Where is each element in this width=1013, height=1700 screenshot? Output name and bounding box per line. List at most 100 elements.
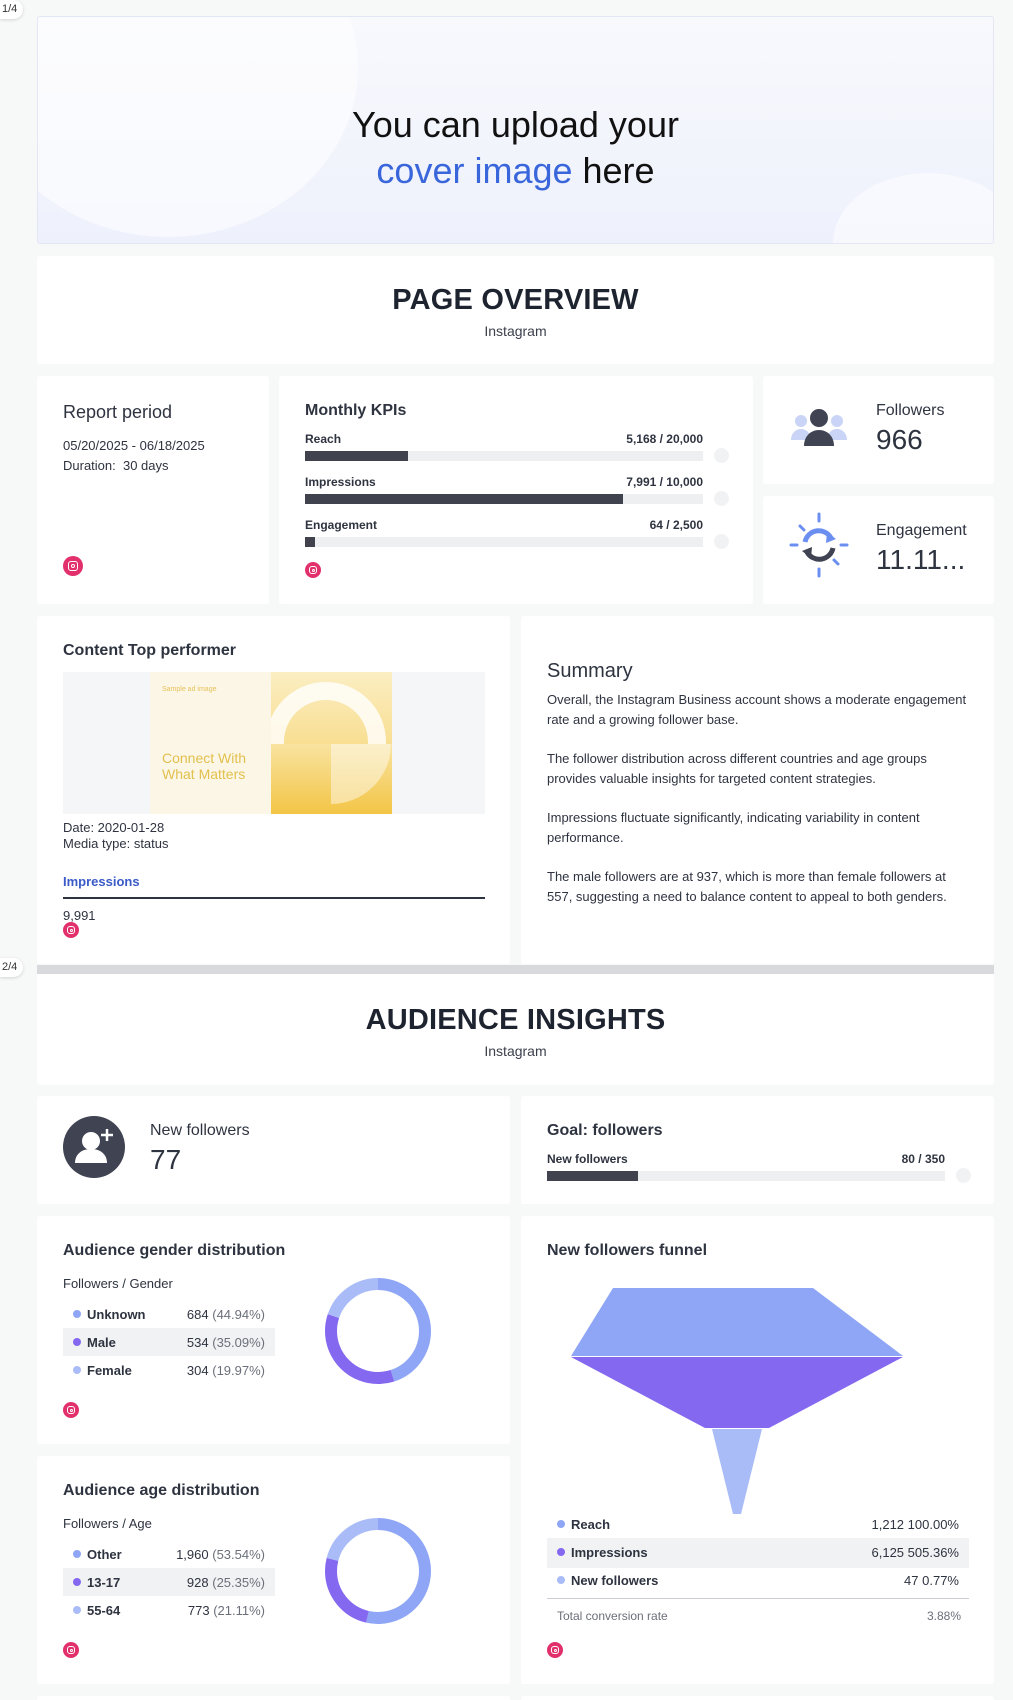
total-conversion-value: 3.88% bbox=[926, 1609, 961, 1623]
legend-name: New followers bbox=[571, 1573, 659, 1588]
kpi-value: 5,168 / 20,000 bbox=[626, 432, 703, 446]
donut-slice[interactable] bbox=[325, 1518, 431, 1624]
summary-paragraph: Overall, the Instagram Business account … bbox=[547, 692, 967, 727]
legend-value: 534 (35.09%) bbox=[187, 1335, 265, 1350]
instagram-icon bbox=[63, 556, 83, 576]
metric-tab-impressions[interactable]: Impressions bbox=[63, 874, 140, 889]
summary-widget[interactable]: Summary Overall, the Instagram Business … bbox=[521, 616, 994, 964]
kpi-row: Engagement 64 / 2,500 bbox=[305, 518, 729, 549]
kpi-label: Engagement bbox=[305, 518, 378, 532]
progress-fill bbox=[305, 494, 624, 504]
stat-label: Engagement bbox=[876, 522, 967, 539]
stat-value: 11.11... bbox=[876, 544, 966, 575]
legend-name: 55-64 bbox=[87, 1603, 121, 1618]
legend-row[interactable]: 55-64 773 (21.11%) bbox=[63, 1596, 275, 1624]
age-distribution-widget[interactable]: Audience age distribution Followers / Ag… bbox=[37, 1456, 510, 1684]
goal-label: New followers bbox=[547, 1152, 628, 1166]
widget-title: Content Top performer bbox=[63, 642, 237, 659]
followers-widget[interactable]: Followers 966 bbox=[763, 376, 994, 484]
legend-name: Other bbox=[87, 1547, 122, 1562]
report-period-widget[interactable]: Report period 05/20/2025 - 06/18/2025 Du… bbox=[37, 376, 269, 604]
legend-row[interactable]: Female 304 (19.97%) bbox=[63, 1356, 275, 1384]
legend-name: 13-17 bbox=[87, 1575, 121, 1590]
legend-row[interactable]: Reach 1,212 100.00% bbox=[547, 1510, 969, 1540]
progress-fill bbox=[547, 1171, 638, 1181]
funnel-segment-new-followers[interactable] bbox=[712, 1429, 762, 1514]
stat-label: New followers bbox=[150, 1122, 250, 1139]
post-image[interactable]: Sample ad image Connect With What Matter… bbox=[63, 672, 485, 814]
legend-count: 773 bbox=[187, 1603, 210, 1618]
cover-headline: You can upload your cover image here bbox=[38, 102, 993, 194]
legend-percent: (44.94%) bbox=[212, 1307, 265, 1322]
cover-line-1: You can upload your bbox=[352, 104, 679, 145]
widget-title: Goal: followers bbox=[547, 1122, 663, 1139]
kpi-row: Impressions 7,991 / 10,000 bbox=[305, 475, 729, 506]
followers-stat: Followers 966 bbox=[876, 402, 944, 456]
goal-progress-row: New followers 80 / 350 bbox=[547, 1152, 971, 1183]
legend-dot bbox=[73, 1606, 81, 1614]
legend-name: Male bbox=[87, 1335, 116, 1350]
legend-row[interactable]: Unknown 684 (44.94%) bbox=[63, 1300, 275, 1328]
cover-line-2: cover image here bbox=[38, 148, 993, 194]
donut-slice[interactable] bbox=[325, 1278, 431, 1384]
legend-percent: (35.09%) bbox=[212, 1335, 265, 1350]
legend-value: 928 (25.35%) bbox=[187, 1575, 265, 1590]
goal-followers-widget[interactable]: Goal: followers New followers 80 / 350 bbox=[521, 1096, 994, 1204]
gender-distribution-widget[interactable]: Audience gender distribution Followers /… bbox=[37, 1216, 510, 1444]
widget-subtitle: Followers / Gender bbox=[63, 1276, 173, 1291]
donut-slice[interactable] bbox=[325, 1278, 431, 1384]
legend-count: 534 bbox=[186, 1335, 209, 1350]
summary-paragraph: The follower distribution across differe… bbox=[547, 751, 927, 786]
progress-handle bbox=[956, 1168, 971, 1183]
legend-value: 684 (44.94%) bbox=[187, 1307, 265, 1322]
legend-percent: 0.77% bbox=[922, 1573, 959, 1588]
legend-row[interactable]: New followers 47 0.77% bbox=[547, 1566, 969, 1596]
legend-name: Reach bbox=[571, 1517, 611, 1532]
followers-funnel-widget[interactable]: New followers funnel Reach 1,212 100.00% I… bbox=[521, 1216, 994, 1684]
legend-value: 47 0.77% bbox=[904, 1573, 959, 1588]
ad-image-right bbox=[271, 672, 392, 814]
instagram-icon bbox=[63, 1402, 79, 1418]
section-subtitle: Instagram bbox=[484, 323, 547, 339]
legend-row[interactable]: Other 1,960 (53.54%) bbox=[63, 1540, 275, 1568]
funnel-divider bbox=[547, 1598, 969, 1599]
legend-row[interactable]: 13-17 928 (25.35%) bbox=[63, 1568, 275, 1596]
legend-count: 684 bbox=[186, 1307, 209, 1322]
new-followers-widget[interactable]: New followers 77 bbox=[37, 1096, 510, 1204]
legend-count: 1,212 bbox=[871, 1517, 905, 1532]
legend-count: 304 bbox=[186, 1363, 209, 1378]
legend-name: Female bbox=[87, 1363, 132, 1378]
kpi-label: Reach bbox=[305, 432, 342, 446]
monthly-kpis-widget[interactable]: Monthly KPIs Reach 5,168 / 20,000 Impressi… bbox=[279, 376, 753, 604]
post-date: Date: 2020-01-28 bbox=[63, 820, 165, 835]
top-performer-widget[interactable]: Content Top performer Sample ad image Co… bbox=[37, 616, 510, 964]
legend-row[interactable]: Male 534 (35.09%) bbox=[63, 1328, 275, 1356]
legend-dot bbox=[73, 1366, 81, 1374]
report-range: 05/20/2025 - 06/18/2025 bbox=[63, 438, 205, 453]
legend-row[interactable]: Impressions 6,125 505.36% bbox=[547, 1538, 969, 1568]
progress-handle bbox=[714, 534, 729, 549]
kpi-value: 7,991 / 10,000 bbox=[626, 475, 703, 489]
section-title: AUDIENCE INSIGHTS bbox=[365, 1004, 666, 1036]
legend-name: Impressions bbox=[571, 1545, 648, 1560]
widget-title: New followers funnel bbox=[547, 1242, 708, 1259]
engagement-widget[interactable]: Engagement 11.11... bbox=[763, 496, 994, 604]
funnel-segment-reach[interactable] bbox=[571, 1288, 903, 1356]
page-indicator-1: 1/4 bbox=[0, 0, 24, 19]
page-indicator-2: 2/4 bbox=[0, 958, 24, 977]
funnel-chart[interactable] bbox=[547, 1286, 969, 1516]
gender-donut-chart[interactable] bbox=[321, 1274, 435, 1388]
report-duration: Duration: 30 days bbox=[63, 458, 169, 473]
legend-dot bbox=[73, 1310, 81, 1318]
ad-headline: Connect With What Matters bbox=[162, 750, 247, 782]
cover-image-placeholder[interactable]: You can upload your cover image here bbox=[37, 16, 994, 244]
age-donut-chart[interactable] bbox=[321, 1514, 435, 1628]
new-followers-stat: New followers 77 bbox=[150, 1122, 250, 1176]
legend-percent: (19.97%) bbox=[212, 1363, 265, 1378]
donut-slice[interactable] bbox=[325, 1518, 431, 1624]
users-icon bbox=[791, 409, 847, 446]
progress-handle bbox=[714, 491, 729, 506]
funnel-segment-impressions[interactable] bbox=[571, 1357, 903, 1428]
legend-value: 773 (21.11%) bbox=[188, 1603, 265, 1618]
widget-title: Audience age distribution bbox=[63, 1482, 260, 1499]
